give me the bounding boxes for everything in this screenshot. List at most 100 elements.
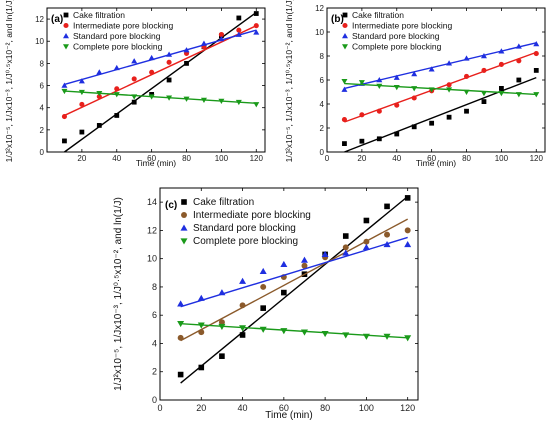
data-point: [236, 15, 242, 21]
y-axis-label: 1/J²x10⁻⁵, 1/Jx10⁻³, 1/J⁰·⁵x10⁻², and ln…: [4, 0, 14, 162]
data-point: [79, 101, 85, 107]
data-point: [61, 88, 68, 95]
x-tick-label: 40: [238, 403, 248, 413]
legend-marker: [342, 12, 348, 18]
legend-label: Standard pore blocking: [73, 31, 161, 41]
y-tick-label: 12: [35, 15, 44, 24]
y-tick-label: 0: [40, 148, 45, 157]
data-point: [383, 333, 391, 340]
data-point: [198, 329, 205, 336]
data-point: [131, 58, 138, 64]
data-point: [341, 86, 348, 92]
legend-marker: [63, 22, 69, 29]
data-point: [359, 112, 365, 118]
data-point: [446, 82, 452, 88]
data-point: [259, 267, 267, 275]
y-axis-label: 1/J²x10⁻⁵, 1/Jx10⁻³, 1/J⁰·⁵x10⁻², and ln…: [284, 0, 294, 162]
data-point: [498, 61, 504, 67]
legend-label: Complete pore blocking: [193, 236, 298, 247]
series-complete-pore-blocking: Complete pore blocking: [341, 42, 540, 98]
x-tick-label: 40: [112, 154, 121, 163]
data-point: [359, 138, 365, 144]
data-point: [480, 53, 487, 59]
data-point: [363, 238, 370, 245]
data-point: [197, 322, 205, 329]
data-point: [177, 334, 184, 341]
x-tick-label: 80: [182, 154, 191, 163]
data-point: [404, 227, 411, 234]
fit-line: [180, 236, 408, 308]
x-tick-label: 20: [357, 154, 366, 163]
data-point: [533, 51, 539, 57]
data-point: [515, 92, 522, 98]
y-tick-label: 10: [35, 37, 44, 46]
y-tick-label: 8: [40, 59, 45, 68]
data-point: [411, 71, 418, 77]
y-tick-label: 8: [152, 282, 157, 292]
fit-line: [344, 51, 537, 123]
data-point: [499, 86, 504, 91]
x-tick-label: 60: [147, 154, 156, 163]
data-point: [218, 36, 225, 42]
y-tick-label: 8: [320, 52, 325, 61]
y-tick-label: 10: [147, 254, 157, 264]
data-point: [394, 102, 400, 108]
data-point: [259, 326, 267, 333]
fit-line: [64, 11, 257, 153]
data-point: [177, 300, 185, 307]
legend-marker: [342, 44, 348, 50]
legend-marker: [342, 33, 348, 39]
data-point: [239, 325, 247, 332]
legend-marker: [63, 12, 69, 18]
data-point: [253, 23, 259, 29]
legend-label: Cake filtration: [352, 10, 404, 20]
y-tick-label: 12: [315, 4, 324, 13]
y-tick-label: 6: [320, 76, 325, 85]
data-point: [362, 243, 370, 250]
legend-label: Standard pore blocking: [352, 31, 440, 41]
panel-label: (b): [331, 14, 344, 25]
fit-line: [180, 195, 409, 384]
data-point: [96, 91, 103, 97]
data-point: [301, 262, 308, 269]
data-point: [61, 82, 68, 88]
data-point: [131, 76, 137, 82]
data-point: [236, 27, 242, 33]
data-point: [281, 289, 287, 296]
data-point: [341, 78, 348, 85]
data-point: [404, 241, 412, 248]
series-standard-pore-blocking: Standard pore blocking: [341, 31, 540, 92]
fit-line: [64, 25, 257, 117]
series-cake-filtration: Cake filtration: [342, 10, 539, 153]
data-point: [394, 131, 400, 137]
data-point: [96, 94, 102, 100]
x-tick-label: 80: [320, 403, 330, 413]
y-tick-label: 0: [152, 395, 157, 405]
data-point: [321, 330, 329, 338]
data-point: [200, 40, 207, 46]
data-point: [515, 43, 522, 49]
fit-line: [64, 29, 257, 86]
data-point: [362, 333, 370, 340]
data-point: [148, 94, 155, 100]
data-point: [363, 217, 370, 224]
data-point: [404, 195, 411, 201]
data-point: [253, 102, 260, 108]
data-point: [393, 84, 400, 91]
data-point: [61, 114, 67, 120]
data-point: [184, 60, 189, 66]
legend-marker: [181, 199, 187, 205]
series-intermediate-pore-blocking: Intermediate pore blocking: [177, 210, 411, 342]
data-point: [446, 87, 453, 93]
data-point: [96, 123, 102, 128]
legend-label: Complete pore blocking: [352, 42, 442, 52]
data-point: [96, 69, 103, 75]
data-point: [177, 321, 185, 328]
y-tick-label: 0: [320, 148, 325, 157]
data-point: [411, 95, 417, 101]
data-point: [149, 69, 155, 75]
data-point: [218, 32, 224, 38]
data-point: [393, 74, 400, 80]
data-point: [428, 66, 435, 72]
data-point: [341, 117, 347, 123]
